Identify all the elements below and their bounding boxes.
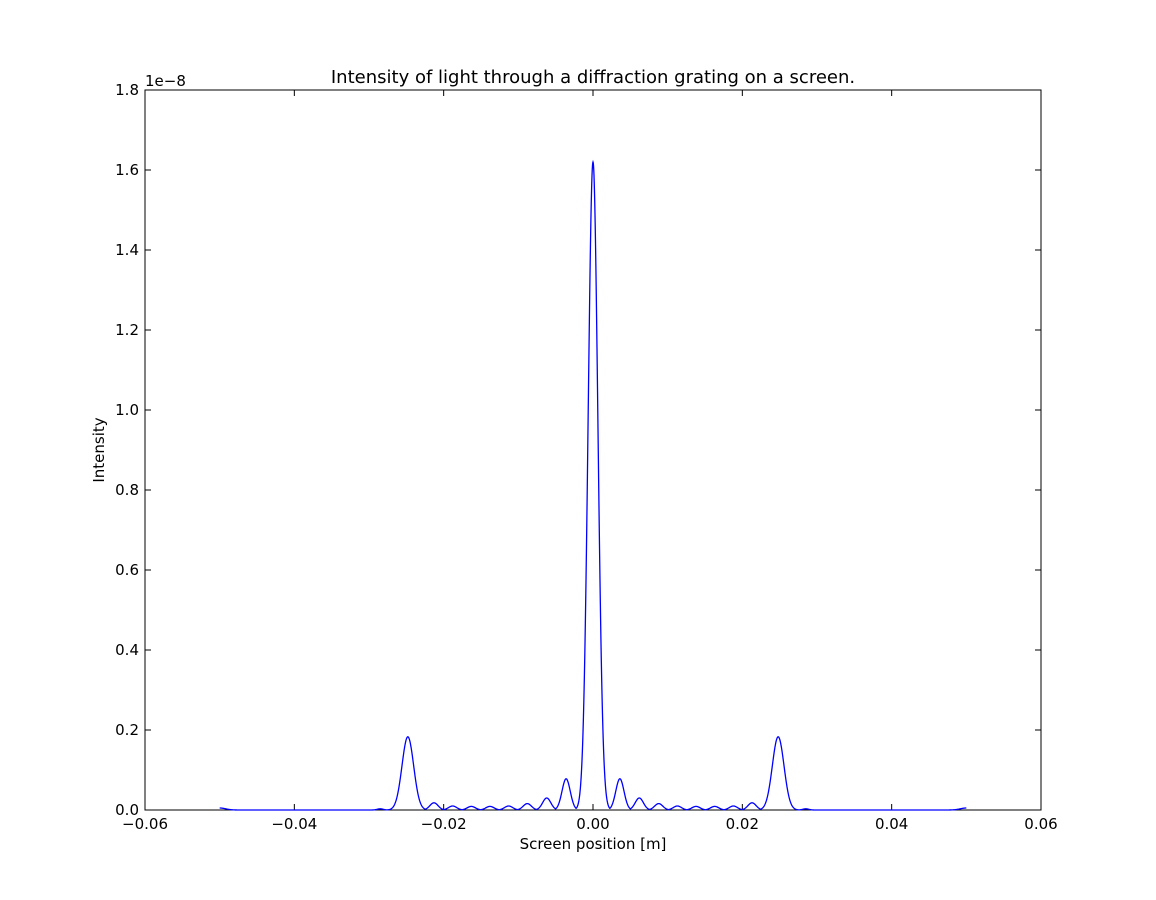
x-tick-label: −0.06: [122, 815, 168, 833]
x-tick-label: 0.00: [576, 815, 609, 833]
y-tick-label: 1.0: [115, 401, 139, 419]
y-offset-label: 1e−8: [145, 72, 186, 90]
y-tick-label: 1.2: [115, 321, 139, 339]
chart-title: Intensity of light through a diffraction…: [331, 67, 855, 88]
x-tick-label: 0.06: [1024, 815, 1057, 833]
y-tick-label: 0.4: [115, 641, 139, 659]
plot-area: [144, 89, 1042, 811]
x-tick-label: 0.04: [875, 815, 908, 833]
axis-ticks: −0.06 −0.04 −0.02 0.00 0.02 0.04 0.06 0.0 0.2 0.4…: [115, 81, 1058, 833]
y-tick-label: 0.2: [115, 721, 139, 739]
x-tick-label: −0.04: [271, 815, 317, 833]
y-tick-label: 1.8: [115, 81, 139, 99]
y-tick-label: 1.6: [115, 161, 139, 179]
x-tick-label: −0.02: [421, 815, 467, 833]
y-axis-label: Intensity: [90, 417, 108, 482]
x-axis-label: Screen position [m]: [520, 835, 667, 853]
series-layer: [219, 159, 967, 811]
y-tick-label: 0.0: [115, 801, 139, 819]
y-tick-label: 0.8: [115, 481, 139, 499]
x-tick-label: 0.02: [726, 815, 759, 833]
y-tick-label: 0.6: [115, 561, 139, 579]
y-tick-label: 1.4: [115, 241, 139, 259]
series-line: [219, 159, 967, 811]
